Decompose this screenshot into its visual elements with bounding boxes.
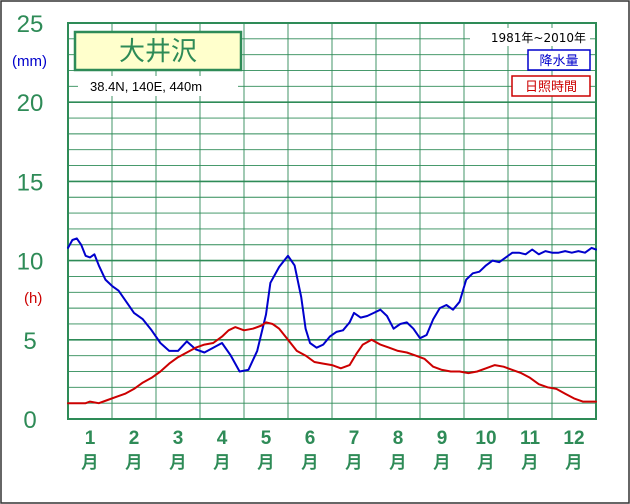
x-tick-label-suffix: 月 xyxy=(301,453,319,473)
x-tick-label-month: 10 xyxy=(475,428,496,449)
legend-precip-label: 降水量 xyxy=(539,54,578,69)
station-name: 大井沢 xyxy=(119,37,197,67)
legend-sunshine: 日照時間 xyxy=(511,75,591,97)
y-tick-label: 0 xyxy=(23,407,36,434)
x-tick-label-month: 5 xyxy=(261,428,272,449)
x-tick-label-month: 2 xyxy=(129,428,140,449)
series-line-sunshine xyxy=(67,321,597,405)
y-tick-label: 10 xyxy=(17,249,44,276)
period-label: 1981年~2010年 xyxy=(491,31,586,45)
x-tick-label-suffix: 月 xyxy=(433,453,451,473)
x-tick-label-suffix: 月 xyxy=(345,453,363,473)
legend-precipitation: 降水量 xyxy=(527,49,591,71)
y-axis-ticks: 0 5 10 15 20 25 xyxy=(17,11,44,434)
coords-box xyxy=(78,76,238,96)
x-tick-label-month: 12 xyxy=(563,428,584,449)
coords-label: 38.4N, 140E, 440m xyxy=(90,79,202,94)
x-axis-ticks: 1 月 2 月 3 月 4 月 5 月 6 月 7 月 8 月 9 月 10 月 11 月 12 月 xyxy=(81,428,585,473)
series-layer xyxy=(67,237,597,405)
x-tick-label-suffix: 月 xyxy=(81,453,99,473)
x-tick-label-month: 6 xyxy=(305,428,316,449)
y-tick-label: 20 xyxy=(17,90,44,117)
y-tick-label: 5 xyxy=(23,328,36,355)
legend-sunshine-label: 日照時間 xyxy=(525,80,577,95)
x-tick-label-suffix: 月 xyxy=(125,453,143,473)
series-line-precipitation xyxy=(67,237,597,373)
x-tick-label-month: 11 xyxy=(520,428,541,449)
plot-frame xyxy=(67,22,597,420)
x-tick-label-month: 1 xyxy=(85,428,96,449)
x-tick-label-suffix: 月 xyxy=(213,453,231,473)
x-tick-label-month: 8 xyxy=(393,428,404,449)
x-tick-label-month: 3 xyxy=(173,428,184,449)
y-unit-primary: (mm) xyxy=(12,53,47,70)
station-box-frame xyxy=(73,30,243,72)
legend-precip-box xyxy=(527,49,591,71)
period-box xyxy=(470,28,590,46)
x-tick-label-suffix: 月 xyxy=(521,453,539,473)
legend-sunshine-box xyxy=(511,75,591,97)
x-tick-label-month: 7 xyxy=(349,428,360,449)
x-tick-label-month: 9 xyxy=(437,428,448,449)
station-box: 大井沢 xyxy=(73,30,243,72)
x-tick-label-suffix: 月 xyxy=(257,453,275,473)
y-tick-label: 15 xyxy=(17,169,44,196)
y-unit-secondary: (h) xyxy=(24,290,42,307)
x-tick-label-suffix: 月 xyxy=(389,453,407,473)
x-tick-label-month: 4 xyxy=(217,428,228,449)
x-tick-label-suffix: 月 xyxy=(477,453,495,473)
x-tick-label-suffix: 月 xyxy=(565,453,583,473)
y-tick-label: 25 xyxy=(17,11,44,38)
x-tick-label-suffix: 月 xyxy=(169,453,187,473)
